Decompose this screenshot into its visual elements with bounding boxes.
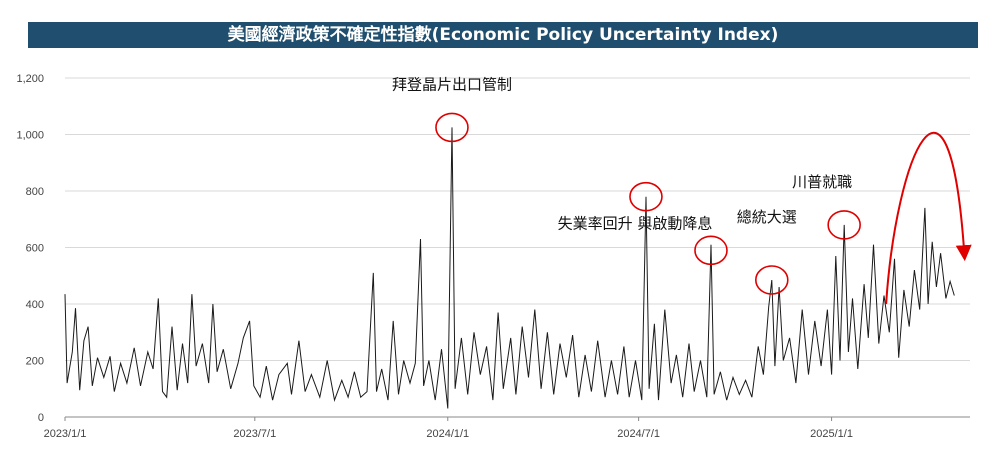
annotation-label: 失業率回升 與啟動降息 xyxy=(558,215,713,233)
y-tick-label: 0 xyxy=(38,412,44,424)
annotation-label: 總統大選 xyxy=(737,208,797,226)
annotation-label: 川普就職 xyxy=(792,173,852,191)
x-tick-label: 2024/1/1 xyxy=(426,428,469,440)
annotation-circle xyxy=(435,112,469,143)
annotation-circle xyxy=(694,235,728,266)
annotation-circle xyxy=(629,181,663,212)
y-tick-label: 1,200 xyxy=(16,73,44,85)
x-tick-label: 2024/7/1 xyxy=(617,428,660,440)
x-tick-label: 2025/1/1 xyxy=(810,428,853,440)
grid-lines xyxy=(65,77,970,418)
y-tick-label: 800 xyxy=(26,186,44,198)
annotation-circle xyxy=(827,210,861,240)
y-axis-ticks: 0 200 400 600 800 1,000 1,200 xyxy=(16,73,44,424)
y-tick-label: 1,000 xyxy=(16,130,44,142)
x-tick-label: 2023/1/1 xyxy=(44,428,87,440)
annotation-circle xyxy=(755,265,789,295)
epu-series-line xyxy=(64,127,955,409)
trend-arrow xyxy=(885,131,972,305)
y-tick-label: 200 xyxy=(26,356,44,368)
annotation-label: 拜登晶片出口管制 xyxy=(392,75,512,93)
chart-title: 美國經濟政策不確定性指數(Economic Policy Uncertainty… xyxy=(28,22,978,48)
x-axis-ticks: 2023/1/1 2023/7/1 2024/1/1 2024/7/1 2025/1/1 xyxy=(44,417,853,440)
y-tick-label: 400 xyxy=(26,299,44,311)
y-tick-label: 600 xyxy=(26,243,44,255)
x-tick-label: 2023/7/1 xyxy=(233,428,276,440)
annotation-marks xyxy=(435,112,972,305)
